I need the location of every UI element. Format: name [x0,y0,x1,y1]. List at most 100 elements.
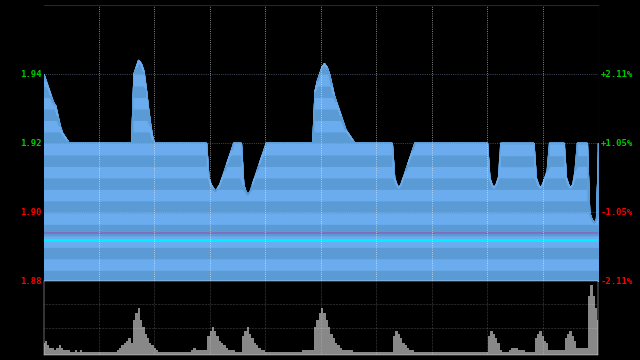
Bar [44,28,598,40]
Text: +2.11%: +2.11% [600,70,633,79]
Bar [420,352,423,355]
Bar [42,343,45,355]
Bar [467,352,470,355]
Bar [412,350,414,355]
Bar [593,296,595,355]
Bar [483,352,486,355]
Bar [419,352,420,355]
Bar [219,341,221,355]
Bar [54,350,56,355]
Bar [314,327,316,355]
Bar [96,352,98,355]
Bar [140,320,142,355]
Bar [237,352,240,355]
Bar [61,348,63,355]
Bar [193,348,196,355]
Bar [191,350,193,355]
Bar [372,352,374,355]
Bar [588,296,590,355]
Bar [497,343,500,355]
Bar [49,348,52,355]
Bar [426,352,428,355]
Bar [597,320,600,355]
Bar [323,312,326,355]
Bar [221,343,223,355]
Bar [321,308,323,355]
Bar [465,352,467,355]
Bar [358,352,360,355]
Bar [556,350,558,355]
Bar [182,352,184,355]
Bar [63,350,65,355]
Bar [486,352,488,355]
Bar [289,352,291,355]
Bar [458,352,460,355]
Bar [493,334,495,355]
Bar [590,285,593,355]
Bar [47,345,49,355]
Bar [351,350,353,355]
Bar [86,352,89,355]
Bar [242,336,244,355]
Bar [216,336,219,355]
Bar [128,338,131,355]
Bar [488,336,490,355]
Bar [300,352,302,355]
Bar [259,348,260,355]
Bar [495,338,497,355]
Bar [474,352,477,355]
Bar [444,352,446,355]
Bar [179,352,182,355]
Bar [507,352,509,355]
Bar [442,352,444,355]
Bar [249,334,252,355]
Bar [525,352,527,355]
Bar [44,189,598,201]
Bar [44,63,598,74]
Bar [109,352,112,355]
Bar [400,338,402,355]
Bar [414,352,416,355]
Bar [253,343,256,355]
Bar [514,348,516,355]
Bar [367,352,370,355]
Bar [103,352,105,355]
Bar [396,331,397,355]
Bar [44,97,598,109]
Bar [435,352,437,355]
Bar [115,352,116,355]
Text: sina.com: sina.com [534,263,577,272]
Bar [260,350,263,355]
Bar [189,352,191,355]
Bar [44,224,598,235]
Bar [316,320,319,355]
Bar [534,338,537,355]
Bar [119,348,122,355]
Bar [502,352,504,355]
Bar [570,331,572,355]
Bar [470,352,472,355]
Bar [82,352,84,355]
Bar [440,352,442,355]
Bar [370,352,372,355]
Bar [44,40,598,51]
Bar [52,348,54,355]
Bar [481,352,483,355]
Bar [567,334,570,355]
Bar [479,352,481,355]
Bar [59,345,61,355]
Bar [402,343,404,355]
Text: 1.92: 1.92 [20,139,42,148]
Bar [126,341,128,355]
Bar [504,352,507,355]
Bar [279,352,282,355]
Bar [333,338,335,355]
Bar [500,350,502,355]
Bar [509,350,511,355]
Text: +1.05%: +1.05% [600,139,633,148]
Bar [152,345,154,355]
Bar [312,350,314,355]
Bar [520,350,523,355]
Bar [583,348,586,355]
Bar [44,258,598,270]
